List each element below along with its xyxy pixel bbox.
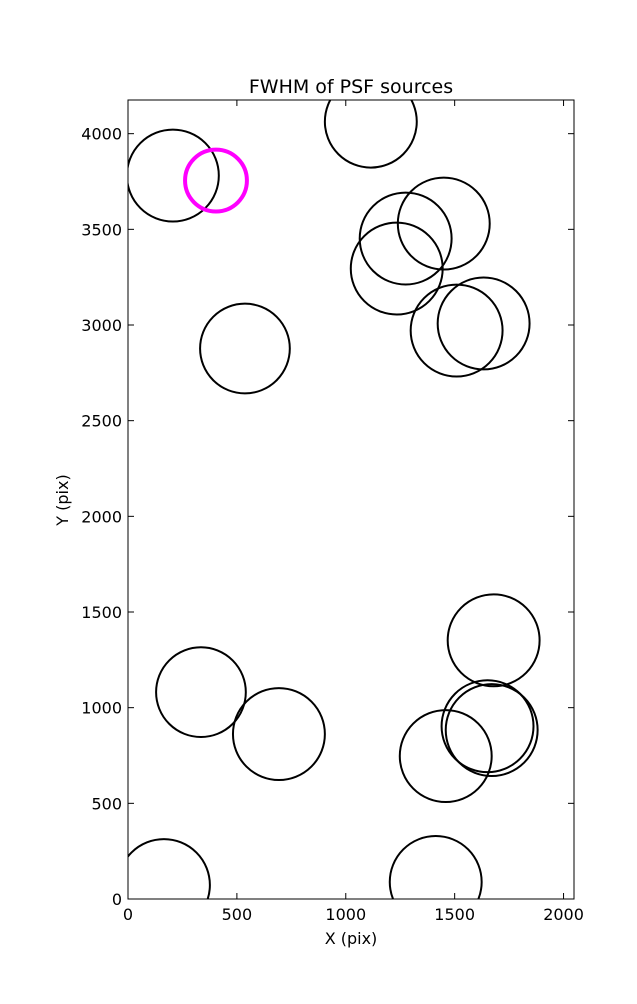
source-circle: [199, 302, 291, 395]
y-tick-label: 2000: [81, 507, 122, 526]
source-circle: [155, 646, 247, 739]
source-circle: [388, 835, 483, 899]
y-tick-label: 1500: [81, 603, 122, 622]
y-tick-label: 2500: [81, 412, 122, 431]
source-circle: [440, 679, 535, 774]
y-tick-label: 1000: [81, 699, 122, 718]
y-tick-label: 0: [112, 890, 122, 909]
source-circle: [128, 838, 211, 899]
x-tick-label: 500: [222, 905, 253, 924]
x-tick-label: 1500: [434, 905, 475, 924]
source-circle: [128, 128, 220, 223]
y-tick-label: 3500: [81, 220, 122, 239]
y-tick-label: 4000: [81, 125, 122, 144]
x-tick-label: 1000: [325, 905, 366, 924]
y-tick-label: 500: [91, 794, 122, 813]
x-tick-label: 0: [123, 905, 133, 924]
x-axis-label: X (pix): [325, 929, 378, 948]
chart-title: FWHM of PSF sources: [249, 76, 453, 98]
source-circle: [446, 593, 541, 688]
source-circle: [231, 687, 326, 782]
y-tick-label: 3000: [81, 316, 122, 335]
source-circle: [358, 191, 453, 286]
source-circle: [183, 147, 249, 214]
source-circle: [323, 100, 418, 169]
plot-frame: [127, 99, 575, 900]
x-tick-label: 2000: [543, 905, 584, 924]
y-axis-label: Y (pix): [53, 474, 72, 526]
source-circle: [349, 221, 444, 316]
source-circle: [409, 283, 504, 378]
source-circle: [398, 709, 493, 804]
source-circle: [444, 683, 539, 778]
plot-area: [128, 100, 541, 899]
source-circle: [436, 276, 531, 371]
